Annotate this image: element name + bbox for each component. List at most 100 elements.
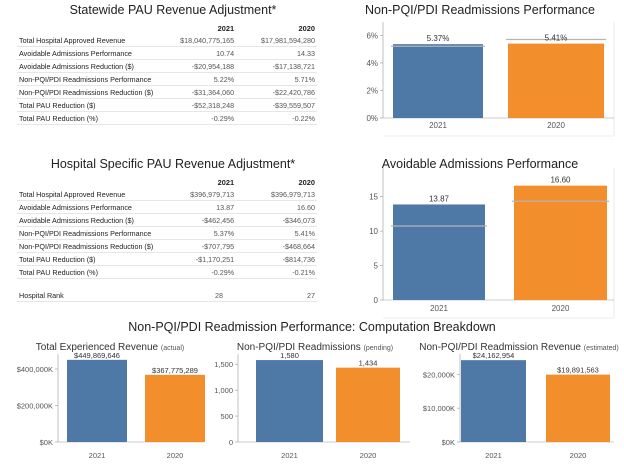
y-tick-label: 0: [374, 296, 379, 305]
chart-avoidable-admissions-performance-marks: 0 5 10 15 13.87 2021 16.60 2020: [369, 168, 615, 319]
statewide-row: Total PAU Reduction (%) -0.29% -0.22%: [17, 111, 317, 125]
hospital-title: Hospital Specific PAU Revenue Adjustment…: [50, 157, 296, 171]
bar-value-label: 1,580: [280, 351, 299, 360]
hospital-value-2020: 16.60: [236, 200, 317, 214]
statewide-row-label: Total PAU Reduction (%): [17, 111, 156, 125]
chart-title-avoidable-admissions: Avoidable Admissions Performance: [381, 157, 579, 171]
hospital-col-2021: 2021: [217, 177, 235, 187]
statewide-col-2021: 2021: [217, 23, 235, 33]
hospital-row-label: Avoidable Admissions Performance: [17, 200, 156, 214]
hospital-col-2020: 2020: [298, 177, 315, 187]
statewide-row: Non-PQI/PDI Readmissions Performance 5.22…: [17, 72, 317, 86]
bar-2020: [336, 367, 400, 442]
statewide-title: Statewide PAU Revenue Adjustment*: [69, 3, 277, 17]
bar-value-label: 5.37%: [427, 34, 450, 43]
bar-2020: [145, 374, 205, 442]
bar-value-label: $24,162,954: [473, 351, 515, 360]
bar-value-label: $449,869,646: [74, 351, 120, 360]
hospital-row: Total Hospital Approved Revenue $396,979,…: [17, 188, 317, 201]
statewide-value-2021: -$31,364,060: [155, 85, 237, 99]
hospital-row: Avoidable Admissions Performance 13.87 16.…: [17, 200, 317, 214]
chart-title-readmission-revenue: Non-PQI/PDI Readmission Revenue (estimat…: [419, 342, 619, 353]
chart-title-experienced-revenue: Total Experienced Revenue (actual): [35, 342, 185, 353]
statewide-row-label: Avoidable Admissions Performance: [17, 46, 156, 60]
y-tick-label: 1,500: [214, 360, 233, 369]
x-tick-label: 2021: [429, 121, 447, 130]
hospital-value-2020: -0.21%: [236, 265, 317, 279]
hospital-value-2021: 13.87: [155, 200, 237, 214]
y-tick-label: $0K: [40, 438, 53, 447]
bar-2020: [514, 185, 607, 300]
y-tick-label: 15: [369, 193, 378, 202]
hospital-value-2020: -$346,073: [236, 213, 317, 227]
hospital-row: Non-PQI/PDI Readmissions Reduction ($) -$…: [17, 239, 317, 253]
hospital-value-2020: -$468,664: [236, 239, 317, 253]
bar-2021: [393, 204, 485, 300]
hospital-row-label: Total PAU Reduction ($): [17, 252, 156, 266]
hospital-row: Non-PQI/PDI Readmissions Performance 5.37…: [17, 226, 317, 240]
y-tick-label: 6%: [366, 32, 378, 41]
statewide-value-2020: 14.33: [236, 46, 317, 60]
x-tick-label: 2020: [570, 451, 587, 460]
bar-value-label: $19,891,563: [557, 366, 599, 375]
chart-title-readmissions-performance: Non-PQI/PDI Readmissions Performance: [365, 3, 595, 17]
y-tick-label: 5: [374, 262, 379, 271]
y-tick-label: $10,000K: [423, 404, 455, 413]
statewide-value-2020: 5.71%: [236, 72, 317, 86]
y-tick-label: 1,000: [214, 386, 233, 395]
statewide-value-2020: $17,981,594,280: [236, 34, 317, 47]
hospital-row-label: Non-PQI/PDI Readmissions Performance: [17, 226, 156, 240]
hospital-rank-2020: 27: [225, 289, 317, 302]
statewide-value-2021: 10.74: [155, 46, 237, 60]
statewide-row: Avoidable Admissions Performance 10.74 14.…: [17, 46, 317, 60]
y-tick-label: $400,000K: [17, 365, 53, 374]
hospital-value-2020: -$814,736: [236, 252, 317, 266]
y-tick-label: $20,000K: [423, 370, 455, 379]
bar-2021: [256, 360, 323, 442]
hospital-value-2021: $396,979,713: [155, 188, 237, 201]
x-tick-label: 2021: [89, 451, 106, 460]
statewide-row: Total PAU Reduction ($) -$52,318,248 -$39,…: [17, 98, 317, 112]
bar-2021: [67, 359, 127, 442]
hospital-value-2021: -$462,456: [155, 213, 237, 227]
y-tick-label: 10: [369, 227, 378, 236]
chart-experienced-revenue-marks: $0K $200,000K $400,000K $449,869,646 2021 $36…: [17, 351, 205, 460]
y-tick-label: 4%: [366, 59, 378, 68]
hospital-value-2021: -$707,795: [155, 239, 237, 253]
y-tick-label: 2%: [366, 87, 378, 96]
y-tick-label: $0K: [442, 438, 455, 447]
statewide-value-2021: -$20,954,188: [155, 59, 237, 73]
statewide-value-2021: 5.22%: [155, 72, 237, 86]
statewide-row: Non-PQI/PDI Readmissions Reduction ($) -$…: [17, 85, 317, 99]
hospital-value-2021: -$1,170,251: [155, 252, 237, 266]
hospital-rank-label: Hospital Rank: [17, 289, 133, 302]
hospital-row-label: Avoidable Admissions Reduction ($): [17, 213, 156, 227]
statewide-row-label: Total PAU Reduction ($): [17, 98, 156, 112]
bar-2021: [461, 360, 526, 442]
chart-title-readmissions-pending: Non-PQI/PDI Readmissions (pending): [236, 342, 394, 353]
hospital-rank-table: Hospital Rank 28 27: [17, 289, 317, 302]
chart-readmissions-pending-marks: 0 500 1,000 1,500 1,580 2021 1,434 2020: [214, 351, 410, 460]
chart-readmissions-performance-marks: 0% 2% 4% 6% 5.37% 2021 5.41% 2020: [366, 22, 615, 137]
hospital-row: Avoidable Admissions Reduction ($) -$462,…: [17, 213, 317, 227]
y-tick-label: 0%: [366, 114, 378, 123]
statewide-row-label: Avoidable Admissions Reduction ($): [17, 59, 156, 73]
hospital-rank-2021: 28: [133, 289, 225, 302]
bar-value-label: 1,434: [359, 359, 378, 368]
statewide-value-2021: -0.29%: [155, 111, 237, 125]
statewide-row-label: Non-PQI/PDI Readmissions Reduction ($): [17, 85, 156, 99]
x-tick-label: 2020: [547, 121, 565, 130]
hospital-row: Total PAU Reduction (%) -0.29% -0.21%: [17, 265, 317, 279]
hospital-value-2020: $396,979,713: [236, 188, 317, 201]
chart-readmission-revenue-marks: $0K $10,000K $20,000K $24,162,954 2021 $19,89…: [423, 351, 614, 460]
x-tick-label: 2020: [167, 451, 184, 460]
y-tick-label: 500: [220, 412, 233, 421]
statewide-value-2020: -$17,138,721: [236, 59, 317, 73]
bar-value-label: 5.41%: [545, 34, 568, 43]
x-tick-label: 2021: [281, 451, 298, 460]
hospital-row-label: Non-PQI/PDI Readmissions Reduction ($): [17, 239, 156, 253]
hospital-row: Total PAU Reduction ($) -$1,170,251 -$814,…: [17, 252, 317, 266]
statewide-value-2020: -$39,559,507: [236, 98, 317, 112]
statewide-value-2020: -$22,420,786: [236, 85, 317, 99]
x-tick-label: 2021: [430, 304, 448, 313]
